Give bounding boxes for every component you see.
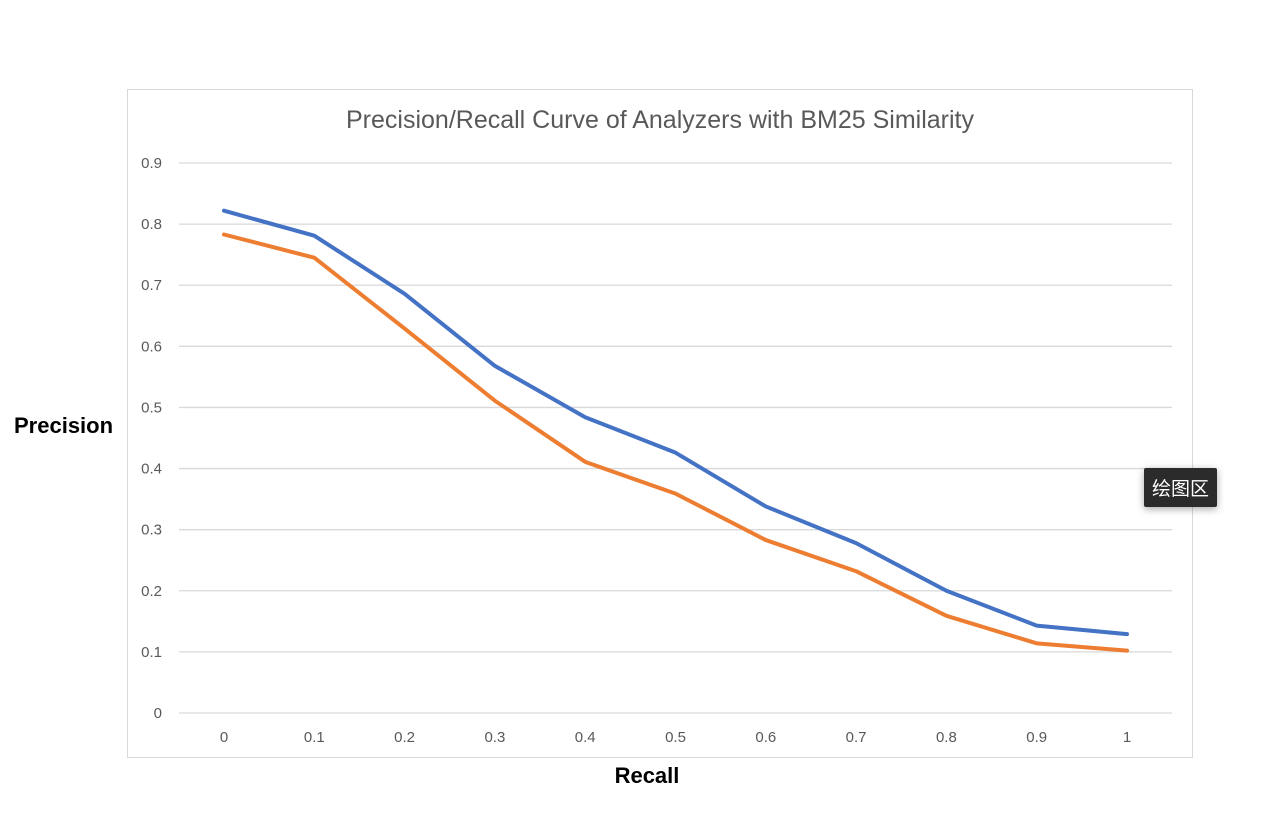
x-tick-label: 1 — [1123, 729, 1131, 746]
x-tick-label: 0.3 — [484, 729, 505, 746]
x-tick-label: 0.6 — [755, 729, 776, 746]
y-tick-label: 0.6 — [141, 338, 162, 355]
y-tick-label: 0.9 — [141, 155, 162, 172]
y-axis-label: Precision — [14, 413, 114, 438]
x-tick-label: 0.8 — [936, 729, 957, 746]
y-tick-label: 0.2 — [141, 583, 162, 600]
y-tick-label: 0.4 — [141, 461, 162, 478]
series-line-1 — [222, 208, 1129, 637]
x-tick-label: 0.5 — [665, 729, 686, 746]
x-tick-label: 0.1 — [304, 729, 325, 746]
plot-area-tooltip: 绘图区 — [1144, 468, 1218, 507]
y-tick-label: 0.1 — [141, 644, 162, 661]
x-tick-label: 0.9 — [1026, 729, 1047, 746]
y-tick-label: 0.8 — [141, 216, 162, 233]
x-tick-label: 0.2 — [394, 729, 415, 746]
x-tick-label: 0 — [220, 729, 228, 746]
chart-title: Precision/Recall Curve of Analyzers with… — [346, 106, 974, 134]
y-tick-label: 0 — [154, 705, 162, 722]
x-axis-label: Recall — [614, 763, 680, 788]
x-tick-label: 0.7 — [846, 729, 867, 746]
y-tick-label: 0.3 — [141, 522, 162, 539]
x-tick-label: 0.4 — [575, 729, 596, 746]
series-line-2 — [222, 232, 1129, 653]
y-tick-label: 0.7 — [141, 277, 162, 294]
y-tick-label: 0.5 — [141, 399, 162, 416]
chart-area[interactable] — [127, 89, 1193, 758]
